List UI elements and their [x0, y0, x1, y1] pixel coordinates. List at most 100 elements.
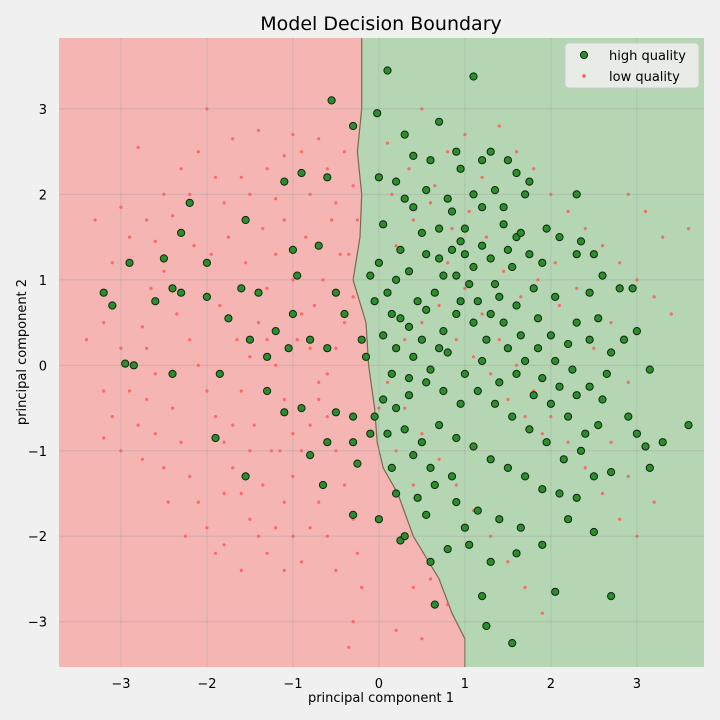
low-quality-point: [635, 278, 639, 282]
high-quality-point: [400, 194, 409, 203]
high-quality-point: [546, 331, 556, 340]
low-quality-point: [119, 346, 123, 350]
low-quality-point: [506, 560, 510, 564]
low-quality-point: [149, 286, 153, 290]
low-quality-point: [317, 397, 321, 402]
high-quality-point: [452, 309, 461, 319]
high-quality-point: [435, 254, 444, 263]
low-quality-point: [162, 466, 166, 470]
legend-label-low-quality: low quality: [609, 70, 680, 85]
low-quality-point: [145, 346, 149, 350]
high-quality-point: [607, 468, 616, 477]
low-quality-point: [549, 415, 553, 419]
low-quality-point: [523, 585, 527, 590]
high-quality-point: [602, 369, 611, 378]
high-quality-point: [538, 258, 547, 267]
low-quality-point: [153, 432, 157, 436]
high-quality-point: [576, 237, 586, 246]
x-tick-label: 0: [375, 677, 383, 692]
y-tick-label: −3: [28, 616, 47, 631]
high-quality-point: [439, 386, 448, 396]
low-quality-point: [669, 312, 673, 316]
high-quality-point: [280, 177, 289, 186]
low-quality-point: [256, 128, 261, 132]
high-quality-point: [490, 186, 500, 195]
high-quality-point: [422, 186, 431, 195]
high-quality-point: [658, 438, 667, 447]
high-quality-point: [245, 335, 254, 344]
low-quality-point: [454, 483, 458, 487]
high-quality-point: [460, 224, 469, 233]
high-quality-point: [645, 365, 654, 374]
high-quality-point: [495, 378, 504, 387]
low-quality-point: [330, 218, 334, 222]
high-quality-point: [426, 365, 435, 374]
low-quality-point: [411, 483, 415, 487]
low-quality-point: [635, 534, 639, 538]
high-quality-point: [288, 309, 297, 319]
high-quality-point: [422, 305, 431, 314]
low-quality-point: [536, 278, 540, 282]
low-quality-point: [299, 150, 304, 154]
legend: high quality low quality: [564, 42, 700, 89]
high-quality-point: [374, 173, 383, 182]
low-quality-point: [433, 184, 437, 188]
low-quality-point: [102, 389, 106, 393]
plot-area: −3 −2 −1 0 1 2 3 −3 −2 −1 0 1 2 3: [28, 38, 704, 692]
high-quality-point: [387, 369, 396, 378]
low-quality-point: [308, 192, 312, 196]
low-quality-point: [334, 346, 338, 350]
high-quality-point: [263, 386, 272, 396]
low-quality-point: [136, 423, 140, 427]
x-tick-label: −1: [283, 677, 302, 692]
low-quality-point: [153, 239, 157, 243]
high-quality-point: [469, 318, 478, 327]
high-quality-point: [374, 515, 383, 524]
low-quality-point: [484, 235, 488, 239]
low-quality-point: [317, 380, 321, 384]
low-quality-point: [643, 209, 648, 214]
low-quality-point: [188, 474, 192, 478]
high-quality-point: [572, 250, 581, 259]
low-quality-point: [291, 534, 295, 538]
high-quality-point: [297, 404, 306, 413]
low-quality-point: [377, 406, 381, 410]
low-quality-point: [566, 440, 570, 444]
low-quality-point: [218, 303, 222, 308]
low-quality-point: [239, 491, 243, 496]
low-quality-point: [136, 145, 140, 149]
low-quality-point: [626, 192, 630, 196]
low-quality-point: [342, 321, 347, 325]
low-quality-point: [338, 252, 342, 256]
low-quality-point: [291, 474, 295, 478]
low-quality-point: [291, 278, 295, 282]
high-quality-point: [288, 245, 297, 254]
high-quality-point: [508, 639, 517, 648]
low-quality-point: [299, 449, 304, 453]
low-quality-point: [506, 397, 510, 402]
high-quality-point: [99, 288, 108, 297]
high-quality-point: [159, 254, 168, 263]
x-tick-label: 3: [633, 677, 641, 692]
low-quality-point: [686, 227, 691, 231]
high-quality-point: [499, 203, 508, 212]
high-quality-point: [426, 156, 435, 165]
high-quality-point: [306, 451, 315, 460]
high-quality-point: [396, 245, 405, 254]
low-quality-point: [222, 543, 226, 547]
high-quality-point: [589, 472, 599, 481]
high-quality-point: [490, 280, 500, 289]
low-quality-point: [446, 261, 450, 265]
high-quality-point: [237, 284, 246, 293]
low-quality-point: [196, 500, 200, 504]
high-quality-point: [572, 493, 581, 502]
low-quality-point: [549, 192, 553, 196]
high-quality-point: [499, 220, 508, 229]
high-quality-point: [404, 322, 414, 331]
high-quality-point: [542, 224, 551, 233]
high-quality-point: [512, 301, 521, 310]
high-quality-point: [392, 404, 401, 413]
low-quality-point: [308, 526, 312, 530]
low-quality-point: [170, 406, 175, 410]
